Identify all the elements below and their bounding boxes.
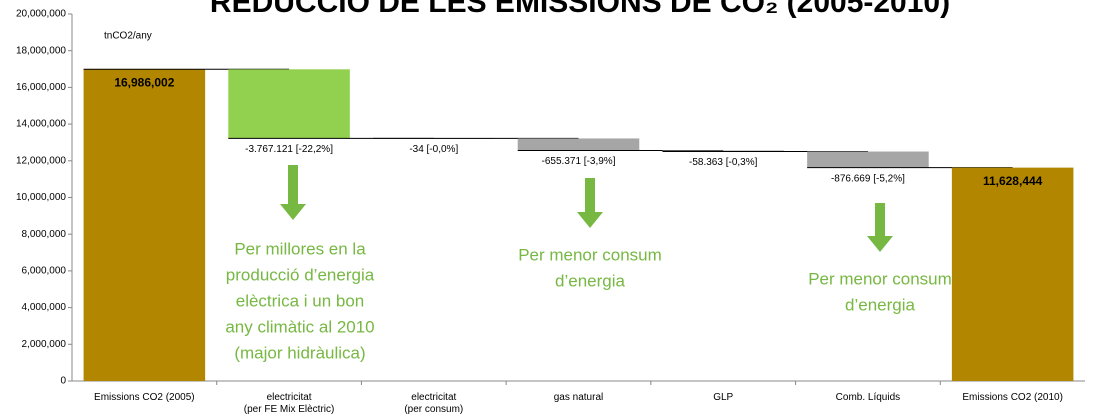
y-tick-label: 6,000,000 xyxy=(22,266,67,277)
x-tick-label-line: (per FE Mix Elèctric) xyxy=(244,404,335,414)
value-label: -876.669 [-5,2%] xyxy=(831,173,905,184)
annotation: Per menor consum xyxy=(808,269,952,288)
bar xyxy=(228,69,350,139)
x-tick-label-line: (per consum) xyxy=(404,404,463,414)
x-tick-label: electricitat (per consum) xyxy=(404,392,463,414)
arrow-shaft xyxy=(875,203,885,238)
annotation: producció d’energia xyxy=(226,265,375,284)
arrow-head xyxy=(867,236,893,252)
x-tick-label-line: electricitat xyxy=(267,392,312,403)
x-tick-label-line: Emissions CO2 (2010) xyxy=(962,392,1063,403)
bar xyxy=(517,138,640,151)
value-label: 11,628,444 xyxy=(983,174,1043,188)
bar xyxy=(951,167,1074,381)
value-label: -58.363 [-0,3%] xyxy=(689,157,758,168)
unit-label: tnCO2/any xyxy=(104,31,152,42)
x-tick-label-line: GLP xyxy=(713,392,733,403)
bar xyxy=(83,69,206,382)
annotation: any climàtic al 2010 xyxy=(225,317,374,336)
arrow-head xyxy=(577,212,603,228)
y-tick-label: 18,000,000 xyxy=(16,45,66,56)
x-tick-label-line: Emissions CO2 (2005) xyxy=(94,392,195,403)
chart-title: REDUCCIÓ DE LES EMISSIONS DE CO₂ (2005-2… xyxy=(210,0,950,19)
x-tick-label: GLP xyxy=(713,392,733,403)
y-tick-label: 12,000,000 xyxy=(16,155,66,166)
x-tick-label-line: electricitat xyxy=(411,392,456,403)
y-tick-label: 14,000,000 xyxy=(16,119,66,130)
x-tick-label: Emissions CO2 (2010) xyxy=(962,392,1063,403)
value-label: -3.767.121 [-22,2%] xyxy=(245,144,333,155)
x-tick-label: gas natural xyxy=(554,392,603,403)
annotation: elèctrica i un bon xyxy=(236,291,365,310)
annotation: d’energia xyxy=(845,295,915,314)
value-label: -34 [-0,0%] xyxy=(409,144,458,155)
value-label: 16,986,002 xyxy=(114,75,174,89)
arrow-head xyxy=(280,204,306,220)
y-tick-label: 16,000,000 xyxy=(16,82,66,93)
value-label: -655.371 [-3,9%] xyxy=(542,156,616,167)
x-tick-label-line: gas natural xyxy=(554,392,603,403)
x-tick-label: Comb. Líquids xyxy=(836,392,900,403)
y-tick-label: 8,000,000 xyxy=(22,229,67,240)
x-tick-label-line: Comb. Líquids xyxy=(836,392,900,403)
annotation: Per millores en la xyxy=(234,239,366,258)
x-tick-label: Emissions CO2 (2005) xyxy=(94,392,195,403)
bar xyxy=(807,151,929,168)
arrow-shaft xyxy=(288,165,298,206)
arrow-shaft xyxy=(585,178,595,214)
bar xyxy=(662,150,784,152)
y-tick-label: 2,000,000 xyxy=(22,339,67,350)
y-tick-label: 20,000,000 xyxy=(16,9,66,20)
annotation: d’energia xyxy=(555,271,625,290)
y-tick-label: 0 xyxy=(60,376,66,387)
y-tick-label: 4,000,000 xyxy=(22,302,67,313)
x-tick-label: electricitat (per FE Mix Elèctric) xyxy=(244,392,335,414)
y-tick-label: 10,000,000 xyxy=(16,192,66,203)
annotation: Per menor consum xyxy=(518,245,662,264)
annotation: (major hidràulica) xyxy=(234,343,365,362)
